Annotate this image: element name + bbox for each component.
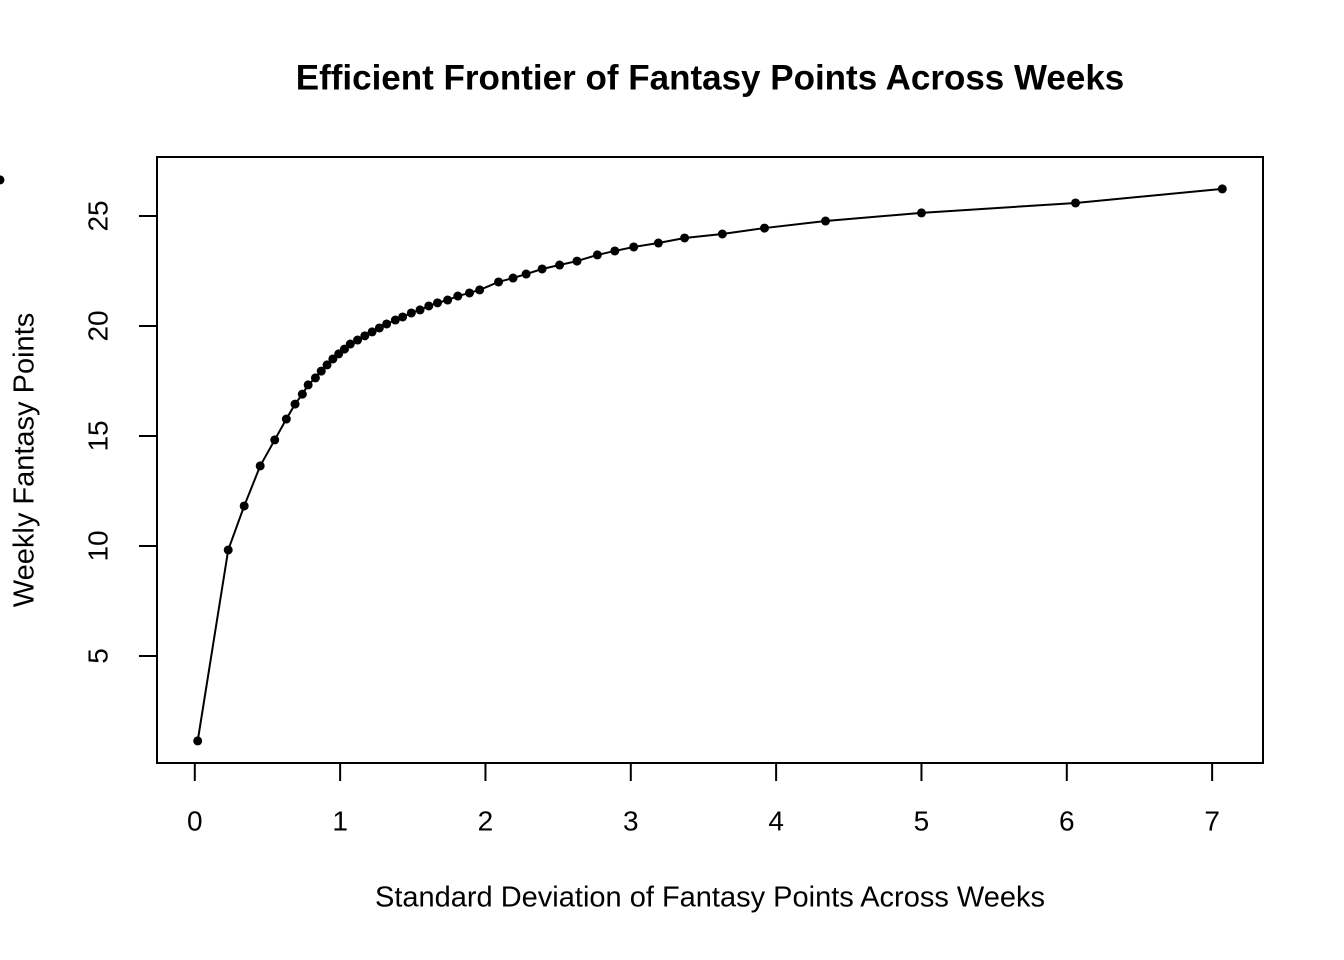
x-axis-label: Standard Deviation of Fantasy Points Acr… xyxy=(375,882,1045,914)
point xyxy=(610,246,620,256)
point xyxy=(345,339,355,349)
frontier-line xyxy=(196,187,1223,742)
point xyxy=(223,545,233,555)
point xyxy=(374,323,384,333)
point xyxy=(316,366,326,376)
point xyxy=(572,256,582,266)
point xyxy=(717,229,727,239)
point xyxy=(555,260,565,270)
point xyxy=(916,208,926,218)
point xyxy=(255,461,265,471)
point xyxy=(821,216,831,226)
x-tick-label: 7 xyxy=(1204,805,1220,836)
y-tick-label: 10 xyxy=(82,530,113,561)
x-tick-label: 4 xyxy=(768,805,784,836)
point xyxy=(508,273,518,283)
point xyxy=(0,175,5,185)
point xyxy=(339,344,349,354)
point xyxy=(453,291,463,301)
point xyxy=(382,319,392,329)
point xyxy=(239,501,249,511)
point xyxy=(494,277,504,287)
point xyxy=(290,399,300,409)
y-tick-label: 25 xyxy=(82,200,113,231)
point xyxy=(464,288,474,298)
point xyxy=(310,373,320,383)
point xyxy=(360,331,370,341)
point xyxy=(322,360,332,370)
point xyxy=(521,269,531,279)
x-tick-label: 3 xyxy=(623,805,639,836)
point xyxy=(415,305,425,315)
point xyxy=(297,389,307,399)
point xyxy=(443,295,453,305)
point xyxy=(328,354,338,364)
point xyxy=(281,414,291,424)
y-axis-label: Weekly Fantasy Points xyxy=(9,313,41,607)
x-tick-label: 6 xyxy=(1059,805,1075,836)
point xyxy=(270,435,280,445)
point xyxy=(475,285,485,295)
point xyxy=(537,264,547,274)
y-tick-label: 5 xyxy=(82,648,113,664)
point xyxy=(406,308,416,318)
point xyxy=(424,301,434,311)
point xyxy=(653,238,663,248)
point xyxy=(390,315,400,325)
point xyxy=(760,223,770,233)
point xyxy=(303,380,313,390)
point xyxy=(1217,184,1227,194)
point xyxy=(353,335,363,345)
x-tick-label: 1 xyxy=(332,805,348,836)
point xyxy=(398,312,408,322)
point xyxy=(432,298,442,308)
x-tick-label: 2 xyxy=(478,805,494,836)
x-tick-label: 5 xyxy=(914,805,930,836)
y-tick-label: 15 xyxy=(82,420,113,451)
point xyxy=(1071,198,1081,208)
point xyxy=(629,242,639,252)
y-tick-label: 20 xyxy=(82,310,113,341)
point xyxy=(680,233,690,243)
chart-title: Efficient Frontier of Fantasy Points Acr… xyxy=(296,58,1125,97)
point xyxy=(193,736,203,746)
x-tick-label: 0 xyxy=(187,805,203,836)
point xyxy=(367,327,377,337)
point xyxy=(592,250,602,260)
plot-frame xyxy=(156,156,1264,764)
